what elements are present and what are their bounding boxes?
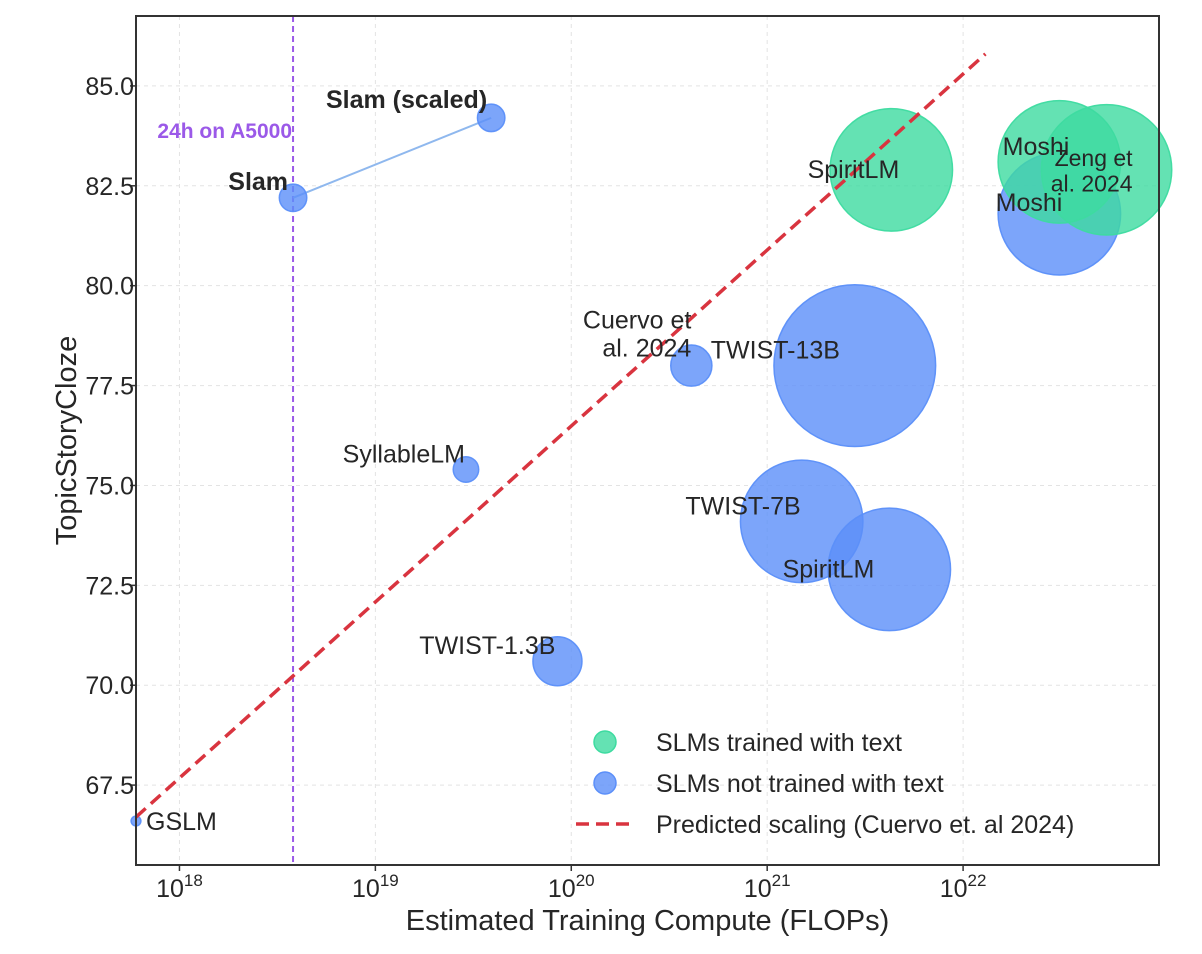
point-spiritlm (827, 507, 952, 632)
point-slam (278, 183, 308, 213)
x-tick-label: 1020 (548, 871, 595, 903)
point-label: Slam (scaled) (326, 86, 487, 114)
connector-line (292, 116, 492, 199)
legend-marker (593, 771, 617, 795)
x-tick-label: 1021 (744, 871, 791, 903)
point-labels: GSLM Slam Slam (scaled) SyllableLM TWIST-1.3… (146, 86, 1133, 836)
legend-label: SLMs trained with text (656, 729, 902, 757)
x-tick-label: 1022 (940, 871, 987, 903)
point-label: Zeng et al. 2024 (1051, 145, 1133, 197)
point-spiritlm (829, 107, 954, 232)
x-tick-label: 1018 (156, 871, 203, 903)
plot-frame (135, 15, 1160, 866)
slam-connector (292, 116, 492, 199)
point-label: TWIST-7B (685, 492, 800, 520)
point-zeng-et-al-2024 (1040, 103, 1173, 236)
y-tick-label: 72.5 (85, 572, 134, 600)
legend-marker (593, 730, 617, 754)
y-tick-label: 82.5 (85, 173, 134, 201)
x-axis-ticks: 1018 1019 1020 1021 1022 (156, 865, 986, 903)
grid (136, 16, 1159, 865)
point-twist-1-3b (532, 635, 583, 687)
point-label: Moshi (1003, 133, 1070, 161)
x-tick-label: 1019 (352, 871, 399, 903)
legend-label: Predicted scaling (Cuervo et. al 2024) (656, 811, 1074, 839)
point-label: TWIST-1.3B (419, 632, 555, 660)
point-label: TWIST-13B (711, 337, 840, 365)
y-axis-label: TopicStoryCloze (51, 336, 83, 546)
point-label: Slam (228, 168, 288, 196)
scaling-line (134, 52, 987, 819)
data-points (130, 99, 1173, 827)
point-label: SyllableLM (343, 440, 465, 468)
point-twist-13b (773, 283, 937, 448)
point-label: SpiritLM (808, 156, 900, 184)
vline-label: 24h on A5000 (157, 120, 292, 143)
y-tick-label: 70.0 (85, 672, 134, 700)
point-label: SpiritLM (783, 555, 875, 583)
y-tick-label: 67.5 (85, 772, 134, 800)
y-tick-label: 85.0 (85, 73, 134, 101)
y-axis-ticks: 67.5 70.0 72.5 75.0 77.5 80.0 82.5 85.0 (85, 73, 136, 800)
point-label: GSLM (146, 808, 217, 836)
point-label: Cuervo et al. 2024 (583, 307, 691, 363)
point-slam-scaled- (476, 103, 506, 133)
point-cuervo-et-al-2024 (669, 344, 713, 387)
compute-budget-line: 24h on A5000 (157, 16, 295, 865)
y-tick-label: 80.0 (85, 273, 134, 301)
legend-label: SLMs not trained with text (656, 770, 944, 798)
y-tick-label: 75.0 (85, 472, 134, 500)
legend: SLMs trained with text SLMs not trained w… (576, 729, 1074, 839)
point-syllablelm (452, 455, 480, 483)
y-tick-label: 77.5 (85, 373, 134, 401)
x-axis-label: Estimated Training Compute (FLOPs) (406, 905, 890, 937)
point-label: Moshi (996, 189, 1063, 217)
predicted-scaling-line (134, 52, 987, 819)
